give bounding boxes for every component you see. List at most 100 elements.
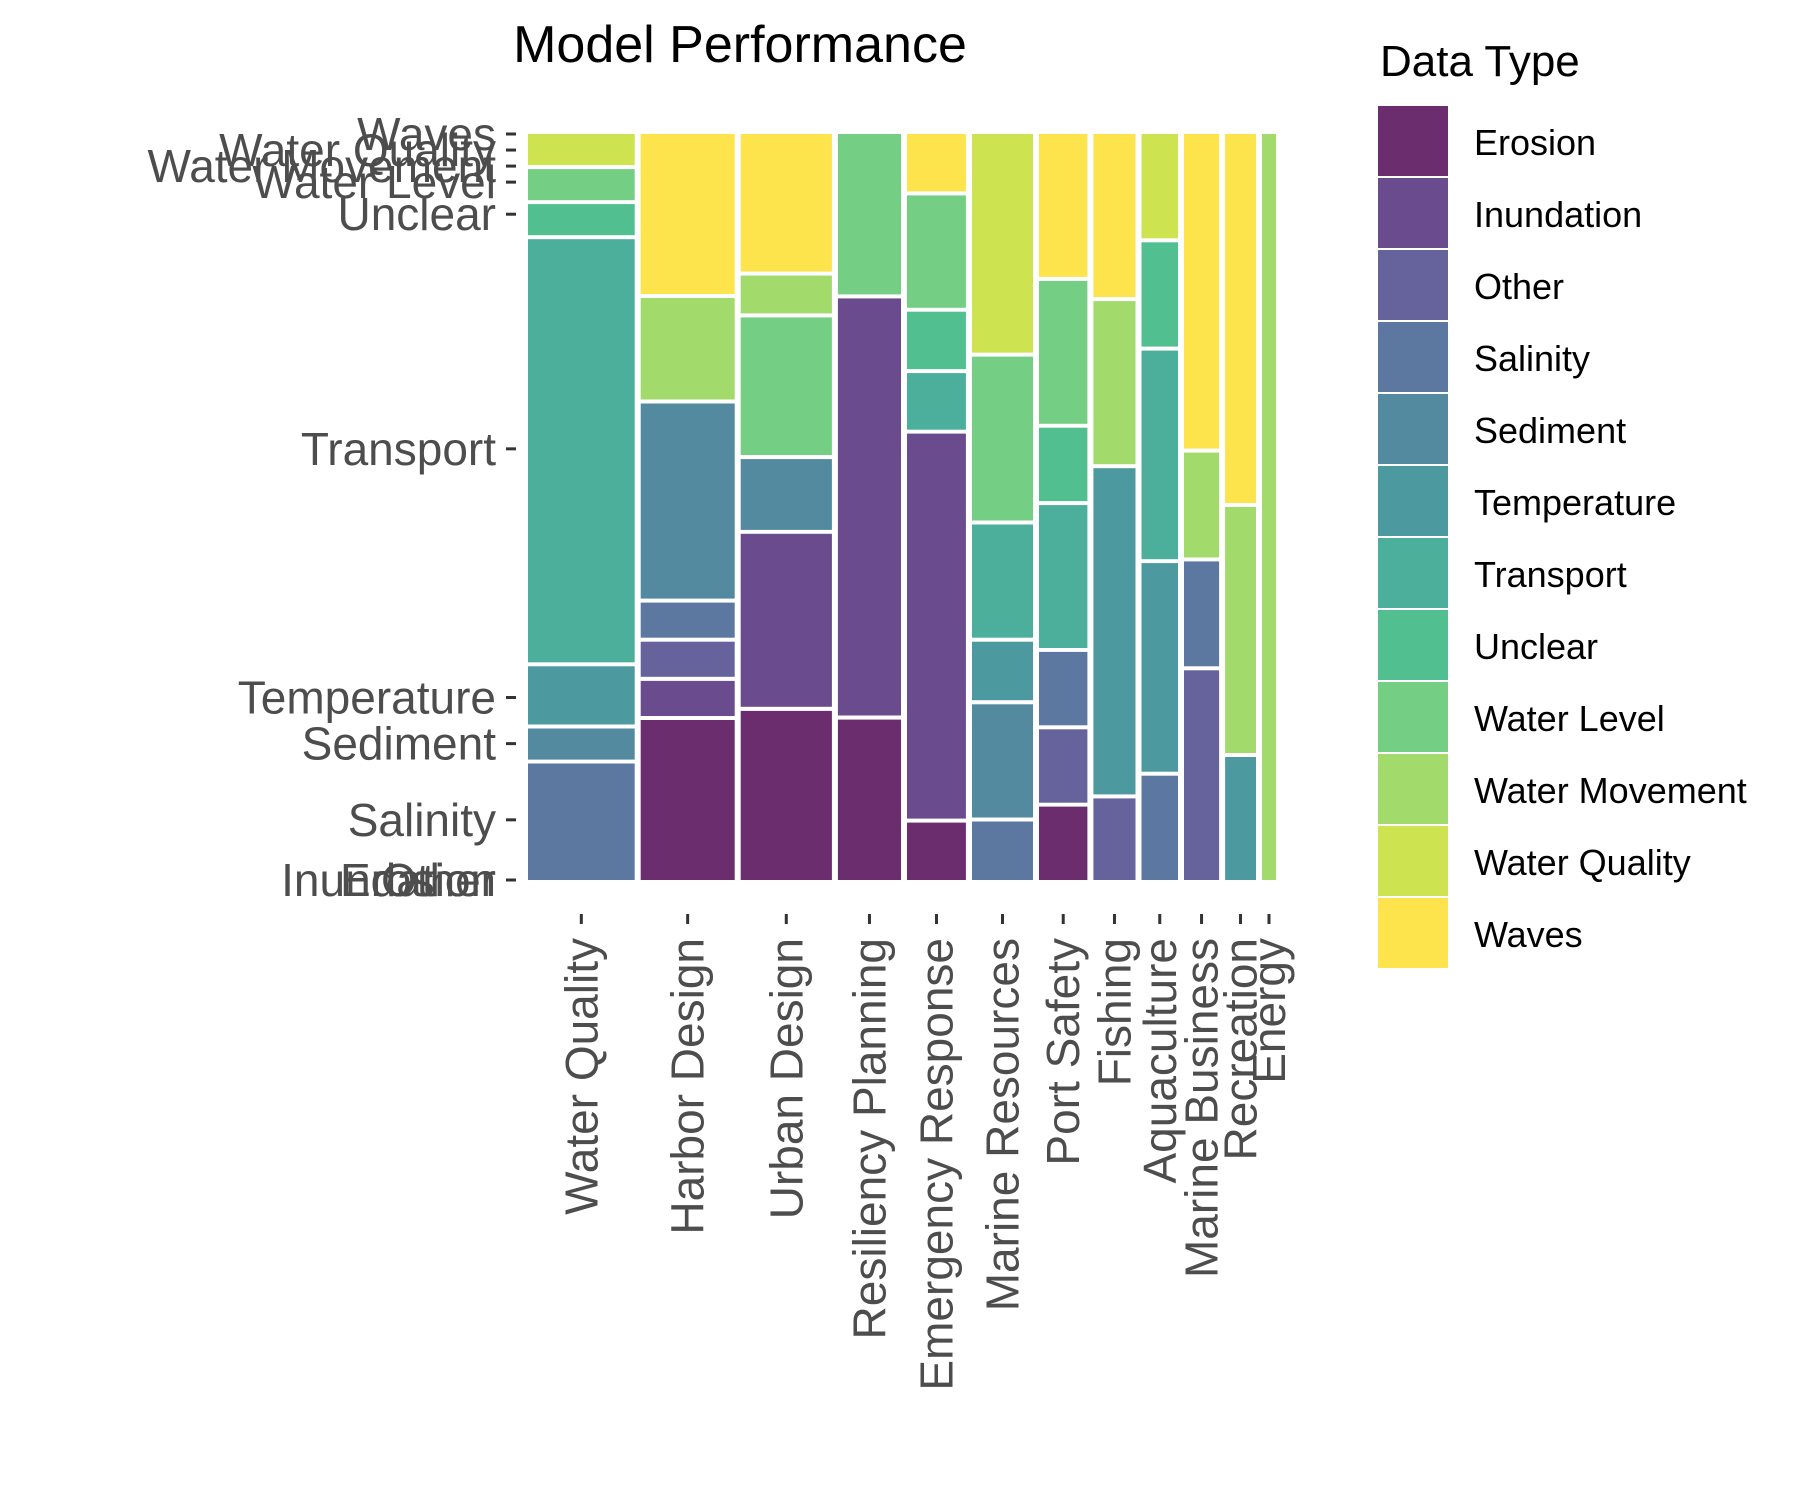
tile-recreation-temperature	[1225, 757, 1256, 880]
tile-harbor-design-erosion	[640, 720, 735, 880]
legend-swatch-water-level	[1378, 682, 1448, 752]
legend-item-sediment: Sediment	[1378, 394, 1626, 464]
tile-harbor-design-other	[640, 641, 735, 677]
tile-recreation-waves	[1225, 134, 1256, 503]
tile-marine-resources-transport	[972, 524, 1033, 638]
tile-port-safety-erosion	[1039, 806, 1088, 880]
legend-swatch-temperature	[1378, 466, 1448, 536]
y-tick-label-salinity: Salinity	[348, 794, 496, 846]
x-tick-label-aquaculture: Aquaculture	[1134, 938, 1186, 1184]
tile-marine-business-water-movement	[1184, 452, 1220, 558]
y-tick-label-water-level: Water Level	[252, 156, 496, 208]
column-fishing	[1093, 134, 1136, 880]
plot-area	[528, 134, 1276, 880]
legend-label-waves: Waves	[1474, 914, 1583, 955]
x-tick-label-port-safety: Port Safety	[1037, 938, 1089, 1166]
legend-item-unclear: Unclear	[1378, 610, 1598, 680]
legend-swatch-water-movement	[1378, 754, 1448, 824]
legend-item-waves: Waves	[1378, 898, 1583, 968]
legend-swatch-other	[1378, 250, 1448, 320]
tile-aquaculture-unclear	[1141, 242, 1178, 347]
y-tick-label-other: Other	[381, 854, 496, 906]
tile-harbor-design-inundation	[640, 680, 735, 716]
y-tick-label-sediment: Sediment	[302, 718, 497, 770]
tile-urban-design-sediment	[740, 459, 832, 530]
legend-title: Data Type	[1380, 37, 1580, 86]
x-axis: Water Quality Harbor Design Urban Design Re…	[555, 914, 1295, 1391]
legend-label-sediment: Sediment	[1474, 410, 1626, 451]
tile-marine-resources-sediment	[972, 704, 1033, 818]
column-aquaculture	[1141, 134, 1178, 880]
column-harbor-design	[640, 134, 735, 880]
tile-harbor-design-waves	[640, 134, 735, 294]
tile-emergency-response-inundation	[907, 433, 966, 819]
tile-marine-resources-temperature	[972, 641, 1033, 701]
legend-item-erosion: Erosion	[1378, 106, 1596, 176]
legend-swatch-transport	[1378, 538, 1448, 608]
legend-item-temperature: Temperature	[1378, 466, 1676, 536]
column-marine-business	[1184, 134, 1220, 880]
y-tick-label-erosion: Erosion	[340, 854, 496, 906]
tile-water-quality-water-level	[528, 169, 635, 201]
legend-item-transport: Transport	[1378, 538, 1627, 608]
legend-item-water-quality: Water Quality	[1378, 826, 1691, 896]
legend-label-temperature: Temperature	[1474, 482, 1676, 523]
x-tick-label-energy: Energy	[1243, 938, 1295, 1084]
tile-port-safety-salinity	[1039, 651, 1088, 726]
x-tick-label-recreation: Recreation	[1215, 938, 1267, 1160]
tile-energy-water-movement	[1262, 134, 1276, 880]
legend-label-erosion: Erosion	[1474, 122, 1596, 163]
tile-aquaculture-water-quality	[1141, 134, 1178, 239]
tile-urban-design-erosion	[740, 710, 832, 880]
tile-port-safety-unclear	[1039, 427, 1088, 502]
tile-recreation-water-movement	[1225, 507, 1256, 753]
tile-marine-resources-water-level	[972, 356, 1033, 521]
tile-marine-business-salinity	[1184, 561, 1220, 667]
tile-harbor-design-water-movement	[640, 298, 735, 400]
tile-aquaculture-transport	[1141, 350, 1178, 560]
x-tick-label-emergency-response: Emergency Response	[911, 938, 963, 1391]
tile-harbor-design-salinity	[640, 602, 735, 638]
tile-water-quality-unclear	[528, 204, 635, 236]
tile-emergency-response-transport	[907, 373, 966, 430]
legend-item-salinity: Salinity	[1378, 322, 1590, 392]
x-tick-label-marine-business: Marine Business	[1176, 938, 1228, 1278]
tile-water-quality-salinity	[528, 763, 635, 880]
tile-marine-resources-salinity	[972, 821, 1033, 880]
tile-aquaculture-temperature	[1141, 563, 1178, 772]
tile-port-safety-other	[1039, 729, 1088, 803]
legend-swatch-water-quality	[1378, 826, 1448, 896]
legend: Data Type Erosion Inundation Other Salinity…	[1378, 37, 1747, 968]
x-tick-label-resiliency-planning: Resiliency Planning	[843, 938, 895, 1339]
tile-emergency-response-water-level	[907, 195, 966, 308]
tile-emergency-response-waves	[907, 134, 966, 192]
tile-fishing-waves	[1093, 134, 1136, 298]
y-tick-label-water-quality: Water Quality	[219, 124, 496, 176]
x-tick-label-marine-resources: Marine Resources	[976, 938, 1028, 1311]
y-tick-label-waves: Waves	[357, 108, 496, 160]
tile-resiliency-planning-erosion	[837, 719, 901, 880]
legend-label-other: Other	[1474, 266, 1564, 307]
x-tick-label-water-quality: Water Quality	[555, 938, 607, 1215]
column-emergency-response	[907, 134, 966, 880]
tile-marine-business-other	[1184, 670, 1220, 880]
tile-urban-design-inundation	[740, 533, 832, 707]
tile-urban-design-water-movement	[740, 275, 832, 314]
legend-label-water-level: Water Level	[1474, 698, 1665, 739]
column-energy	[1262, 134, 1276, 880]
legend-label-inundation: Inundation	[1474, 194, 1642, 235]
legend-item-inundation: Inundation	[1378, 178, 1642, 248]
y-tick-label-temperature: Temperature	[238, 672, 496, 724]
tile-fishing-water-movement	[1093, 301, 1136, 465]
tile-water-quality-transport	[528, 239, 635, 663]
tile-port-safety-waves	[1039, 134, 1088, 277]
legend-item-water-movement: Water Movement	[1378, 754, 1747, 824]
y-tick-label-water-movement: Water Movement	[147, 140, 496, 192]
column-urban-design	[740, 134, 832, 880]
tile-aquaculture-salinity	[1141, 775, 1178, 880]
column-recreation	[1225, 134, 1256, 880]
y-tick-label-transport: Transport	[301, 423, 496, 475]
tile-urban-design-waves	[740, 134, 832, 272]
